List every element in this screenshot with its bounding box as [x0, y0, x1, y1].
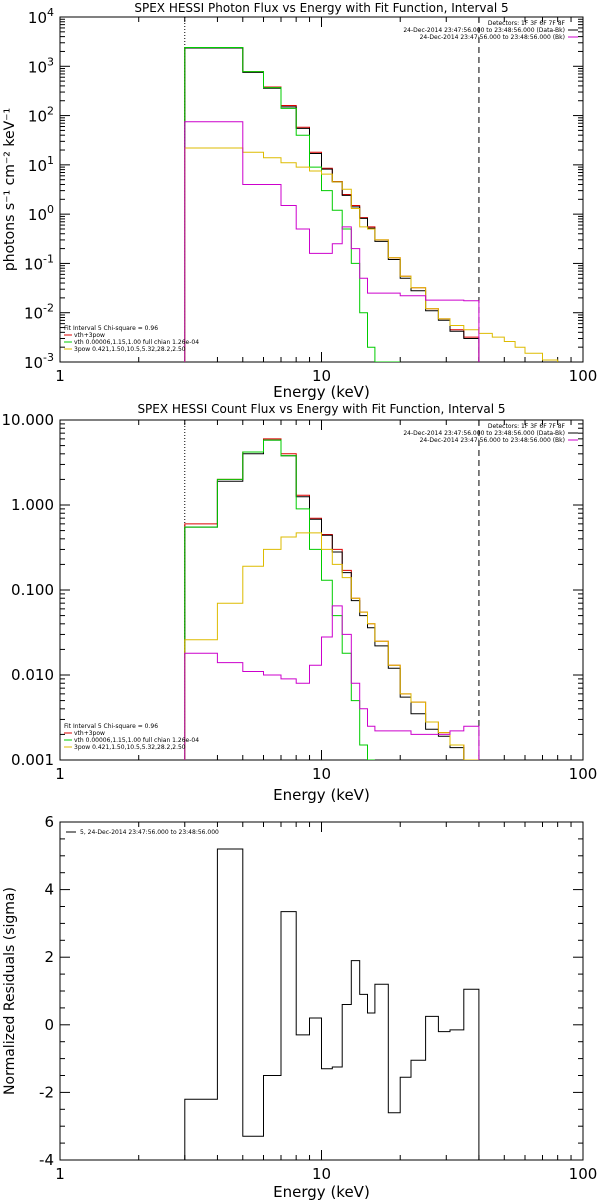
- chart-panel-3: 1 10 100 -4 -2 0 2 4 6 Energy (keV) Normalized Res…: [2, 813, 597, 1200]
- y-tick-label: 10-2: [24, 302, 54, 323]
- y-tick-base: 10: [28, 108, 47, 126]
- legend-bottom-label: vth 0.00006,1.15,1.00 full chian 1.26e-0…: [74, 339, 199, 346]
- legend-top-label: 24-Dec-2014 23:47:56.000 to 23:48:56.000…: [420, 437, 565, 444]
- legend-top-label: Detectors: 1F 3F 6F 7F 8F: [488, 423, 566, 430]
- y-tick-base: 10: [24, 255, 43, 273]
- x-tick-label: 100: [569, 1165, 598, 1183]
- legend-bottom-label: Fit Interval 5 Chi-square = 0.96: [64, 723, 158, 730]
- y-tick-label: 10.000: [2, 411, 55, 429]
- x-axis-label: Energy (keV): [273, 1183, 370, 1200]
- y-tick-label: 101: [28, 154, 54, 175]
- y-tick-base: 10: [28, 157, 47, 175]
- legend-bottom-label: Fit Interval 5 Chi-square = 0.96: [64, 325, 158, 332]
- legend-top-label: 24-Dec-2014 23:47:56.000 to 23:48:56.000…: [420, 34, 565, 41]
- y-axis-label: Normalized Residuals (sigma): [2, 887, 18, 1095]
- x-tick-label: 1: [55, 1165, 65, 1183]
- y-tick-label: 6: [44, 813, 54, 831]
- y-tick-label: -2: [39, 1083, 54, 1101]
- y-tick-label: 2: [44, 948, 54, 966]
- y-tick-label: 1.000: [11, 496, 54, 514]
- legend-top-label: 24-Dec-2014 23:47:56.000 to 23:48:56.000…: [403, 430, 565, 437]
- y-tick-exponent: 3: [47, 55, 54, 68]
- y-axis-label: photons s⁻¹ cm⁻² keV⁻¹: [2, 108, 18, 271]
- x-tick-label: 100: [569, 367, 598, 385]
- series-line-3pow: [184, 147, 559, 362]
- series-line-vth: [184, 47, 401, 362]
- legend-bottom-label: 3pow 0.421,1.50,10.5,5.32,28.2,2.50: [74, 744, 186, 751]
- x-tick-label: 10: [312, 367, 331, 385]
- y-tick-exponent: 0: [47, 203, 54, 216]
- legend-bottom-label: vth+3pow: [74, 332, 105, 339]
- chart-title: SPEX HESSI Count Flux vs Energy with Fit…: [137, 402, 505, 416]
- series-line-3pow: [184, 532, 479, 760]
- y-tick-label: 103: [28, 55, 54, 76]
- y-tick-exponent: -2: [43, 302, 54, 315]
- legend-top-label: 24-Dec-2014 23:47:56.000 to 23:48:56.000…: [403, 27, 565, 34]
- y-tick-label: 0.001: [11, 751, 54, 769]
- series-line-vth: [184, 439, 375, 760]
- legend-left-label: 5, 24-Dec-2014 23:47:56.000 to 23:48:56.…: [80, 829, 219, 836]
- chart-title: SPEX HESSI Photon Flux vs Energy with Fi…: [134, 1, 508, 15]
- y-tick-label: 0.010: [11, 666, 54, 684]
- y-tick-exponent: -1: [43, 252, 54, 265]
- data-series-group: [184, 438, 480, 760]
- y-tick-label: 0.100: [11, 581, 54, 599]
- y-tick-label: 4: [44, 881, 54, 899]
- legend-bottom-label: vth+3pow: [74, 730, 105, 737]
- data-series-group: [184, 848, 480, 1160]
- y-tick-base: 10: [24, 305, 43, 323]
- chart-panel-2: 1 10 100 0.001 0.010 0.100 1.000 10.000 SPEX HES…: [2, 402, 598, 804]
- x-tick-label: 10: [312, 765, 331, 783]
- y-tick-label: 0: [44, 1016, 54, 1034]
- y-tick-exponent: 1: [47, 154, 54, 167]
- y-tick-label: -4: [39, 1151, 54, 1169]
- y-tick-label: 10-3: [24, 351, 54, 372]
- y-tick-base: 10: [28, 206, 47, 224]
- series-line-bk: [184, 121, 480, 362]
- y-tick-base: 10: [28, 9, 47, 27]
- legend-bottom-label: 3pow 0.421,1.50,10.5,5.32,28.2,2.50: [74, 346, 186, 353]
- x-tick-label: 1: [55, 765, 65, 783]
- plot-frame: [59, 419, 584, 761]
- y-tick-base: 10: [28, 58, 47, 76]
- y-tick-label: 102: [28, 105, 54, 126]
- series-line-5-24-dec-2014-23-47-56-000-to-23-48-56-000: [184, 848, 480, 1160]
- x-tick-label: 10: [312, 1165, 331, 1183]
- y-tick-label: 100: [28, 203, 54, 224]
- y-tick-label: 104: [28, 6, 54, 27]
- data-series-group: [184, 47, 559, 362]
- plot-frame: [59, 821, 584, 1161]
- legend-bottom-label: vth 0.00006,1.15,1.00 full chian 1.26e-0…: [74, 737, 199, 744]
- y-tick-exponent: 2: [47, 105, 54, 118]
- y-tick-exponent: 4: [47, 6, 54, 19]
- x-axis-label: Energy (keV): [273, 786, 370, 804]
- x-tick-label: 100: [569, 765, 598, 783]
- x-tick-label: 1: [55, 367, 65, 385]
- x-axis-label: Energy (keV): [273, 383, 370, 401]
- y-tick-base: 10: [24, 354, 43, 372]
- y-tick-label: 10-1: [24, 252, 54, 273]
- y-tick-exponent: -3: [43, 351, 54, 364]
- legend-top-label: Detectors: 1F 3F 6F 7F 8F: [488, 20, 566, 27]
- series-line-bk: [184, 605, 480, 760]
